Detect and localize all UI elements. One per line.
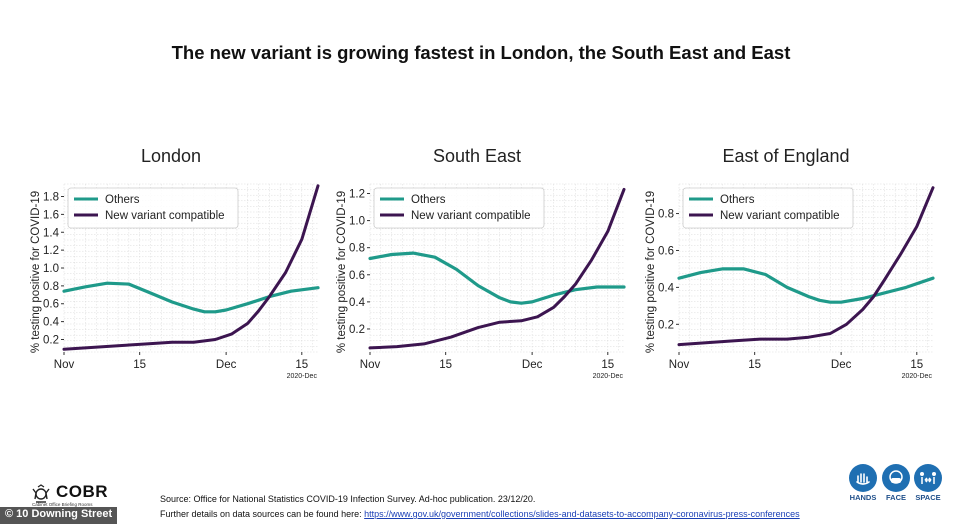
series-others-line — [62, 281, 320, 314]
y-tick-label: 0.6 — [43, 299, 59, 311]
y-tick-label: 0.4 — [43, 317, 60, 329]
chart-title: South East — [433, 146, 521, 166]
y-tick-label: 0.2 — [43, 334, 59, 346]
legend-label: New variant compatible — [720, 210, 840, 222]
hands-badge: HANDS — [846, 464, 880, 502]
y-tick-label: 0.4 — [349, 297, 366, 309]
x-tick-label: 15 — [133, 359, 146, 371]
royal-crest-icon — [32, 484, 50, 503]
legend-box — [682, 187, 854, 229]
legend: Others New variant compatible — [67, 187, 239, 229]
x-tick-label: Dec — [522, 359, 543, 371]
series-others-line — [677, 267, 935, 304]
x-tick-label: Nov — [669, 359, 690, 371]
y-tick-label: 1.4 — [43, 227, 60, 239]
y-tick-label: 1.0 — [349, 216, 365, 228]
y-axis-label: % testing positive for COVID-19 — [645, 191, 657, 353]
y-tick-label: 0.2 — [658, 319, 674, 331]
x-extra-label: 2020-Dec — [902, 373, 933, 380]
x-extra-label: 2020-Dec — [593, 373, 624, 380]
details-line: Further details on data sources can be f… — [160, 507, 800, 522]
hands-label: HANDS — [849, 493, 877, 502]
y-tick-label: 1.2 — [43, 245, 59, 257]
chart-panel-london: London 0.2 0.4 0.6 0.8 1.0 1.2 1.4 1.6 1.8 Nov 15 De… — [27, 140, 327, 380]
chart-svg: South East 0.2 0.4 0.6 0.8 1.0 1.2 Nov 15 Dec 15 20… — [336, 146, 626, 380]
grid — [63, 183, 318, 353]
source-line: Source: Office for National Statistics C… — [160, 494, 536, 504]
y-axis-label: % testing positive for COVID-19 — [336, 191, 348, 353]
series-new-variant-line — [368, 187, 626, 350]
space-badge: SPACE — [911, 464, 945, 502]
face-label: FACE — [885, 493, 906, 502]
chart-title: East of England — [722, 146, 849, 166]
x-tick-label: 15 — [748, 359, 761, 371]
y-tick-label: 1.8 — [43, 192, 59, 204]
hands-icon — [849, 464, 877, 492]
series-others-line — [368, 251, 626, 305]
source-note: Source: Office for National Statistics C… — [160, 492, 800, 522]
main-title: The new variant is growing fastest in Lo… — [171, 42, 791, 63]
y-tick-label: 0.8 — [349, 243, 365, 255]
series-new-variant-line — [677, 186, 935, 347]
chart-panel-east-of-england: East of England 0.2 0.4 0.6 0.8 Nov 15 Dec 15 202… — [642, 140, 942, 380]
x-tick-label: Dec — [216, 359, 237, 371]
legend-label: New variant compatible — [105, 210, 225, 222]
y-tick-label: 1.0 — [43, 263, 59, 275]
space-icon — [914, 464, 942, 492]
logo-text: COBR — [56, 482, 109, 501]
face-badge: FACE — [879, 464, 913, 502]
legend-label: Others — [105, 194, 140, 206]
legend-box — [373, 187, 545, 229]
y-tick-label: 0.8 — [43, 281, 59, 293]
face-mask-icon — [882, 464, 910, 492]
x-tick-label: Nov — [54, 359, 75, 371]
series-new-variant-line — [62, 184, 320, 351]
chart-title: London — [141, 146, 201, 166]
x-extra-label: 2020-Dec — [287, 373, 318, 380]
y-tick-label: 0.6 — [349, 270, 365, 282]
legend-label: Others — [720, 194, 755, 206]
details-prefix: Further details on data sources can be f… — [160, 509, 362, 519]
x-tick-label: 15 — [439, 359, 452, 371]
logo-subtext: Cabinet Office Briefing Rooms — [32, 502, 93, 507]
details-link[interactable]: https://www.gov.uk/government/collection… — [364, 509, 800, 519]
y-tick-label: 0.4 — [658, 282, 675, 294]
legend-label: Others — [411, 194, 446, 206]
y-tick-label: 1.6 — [43, 209, 59, 221]
space-label: SPACE — [915, 493, 941, 502]
x-tick-label: 15 — [910, 359, 923, 371]
chart-svg: East of England 0.2 0.4 0.6 0.8 Nov 15 Dec 15 202… — [645, 146, 935, 380]
y-tick-label: 0.2 — [349, 324, 365, 336]
x-tick-label: Dec — [831, 359, 852, 371]
legend: Others New variant compatible — [682, 187, 854, 229]
y-tick-label: 0.8 — [658, 209, 674, 221]
legend: Others New variant compatible — [373, 187, 545, 229]
y-tick-label: 1.2 — [349, 188, 365, 200]
y-tick-label: 0.6 — [658, 245, 674, 257]
x-tick-label: 15 — [601, 359, 614, 371]
legend-label: New variant compatible — [411, 210, 531, 222]
y-axis-label: % testing positive for COVID-19 — [30, 191, 42, 353]
legend-box — [67, 187, 239, 229]
x-tick-label: Nov — [360, 359, 381, 371]
x-tick-label: 15 — [295, 359, 308, 371]
chart-panel-south-east: South East 0.2 0.4 0.6 0.8 1.0 1.2 Nov 15 Dec 15 20… — [333, 140, 633, 380]
chart-svg: London 0.2 0.4 0.6 0.8 1.0 1.2 1.4 1.6 1.8 Nov 15 De… — [30, 146, 320, 380]
copyright-badge: © 10 Downing Street — [0, 507, 118, 524]
